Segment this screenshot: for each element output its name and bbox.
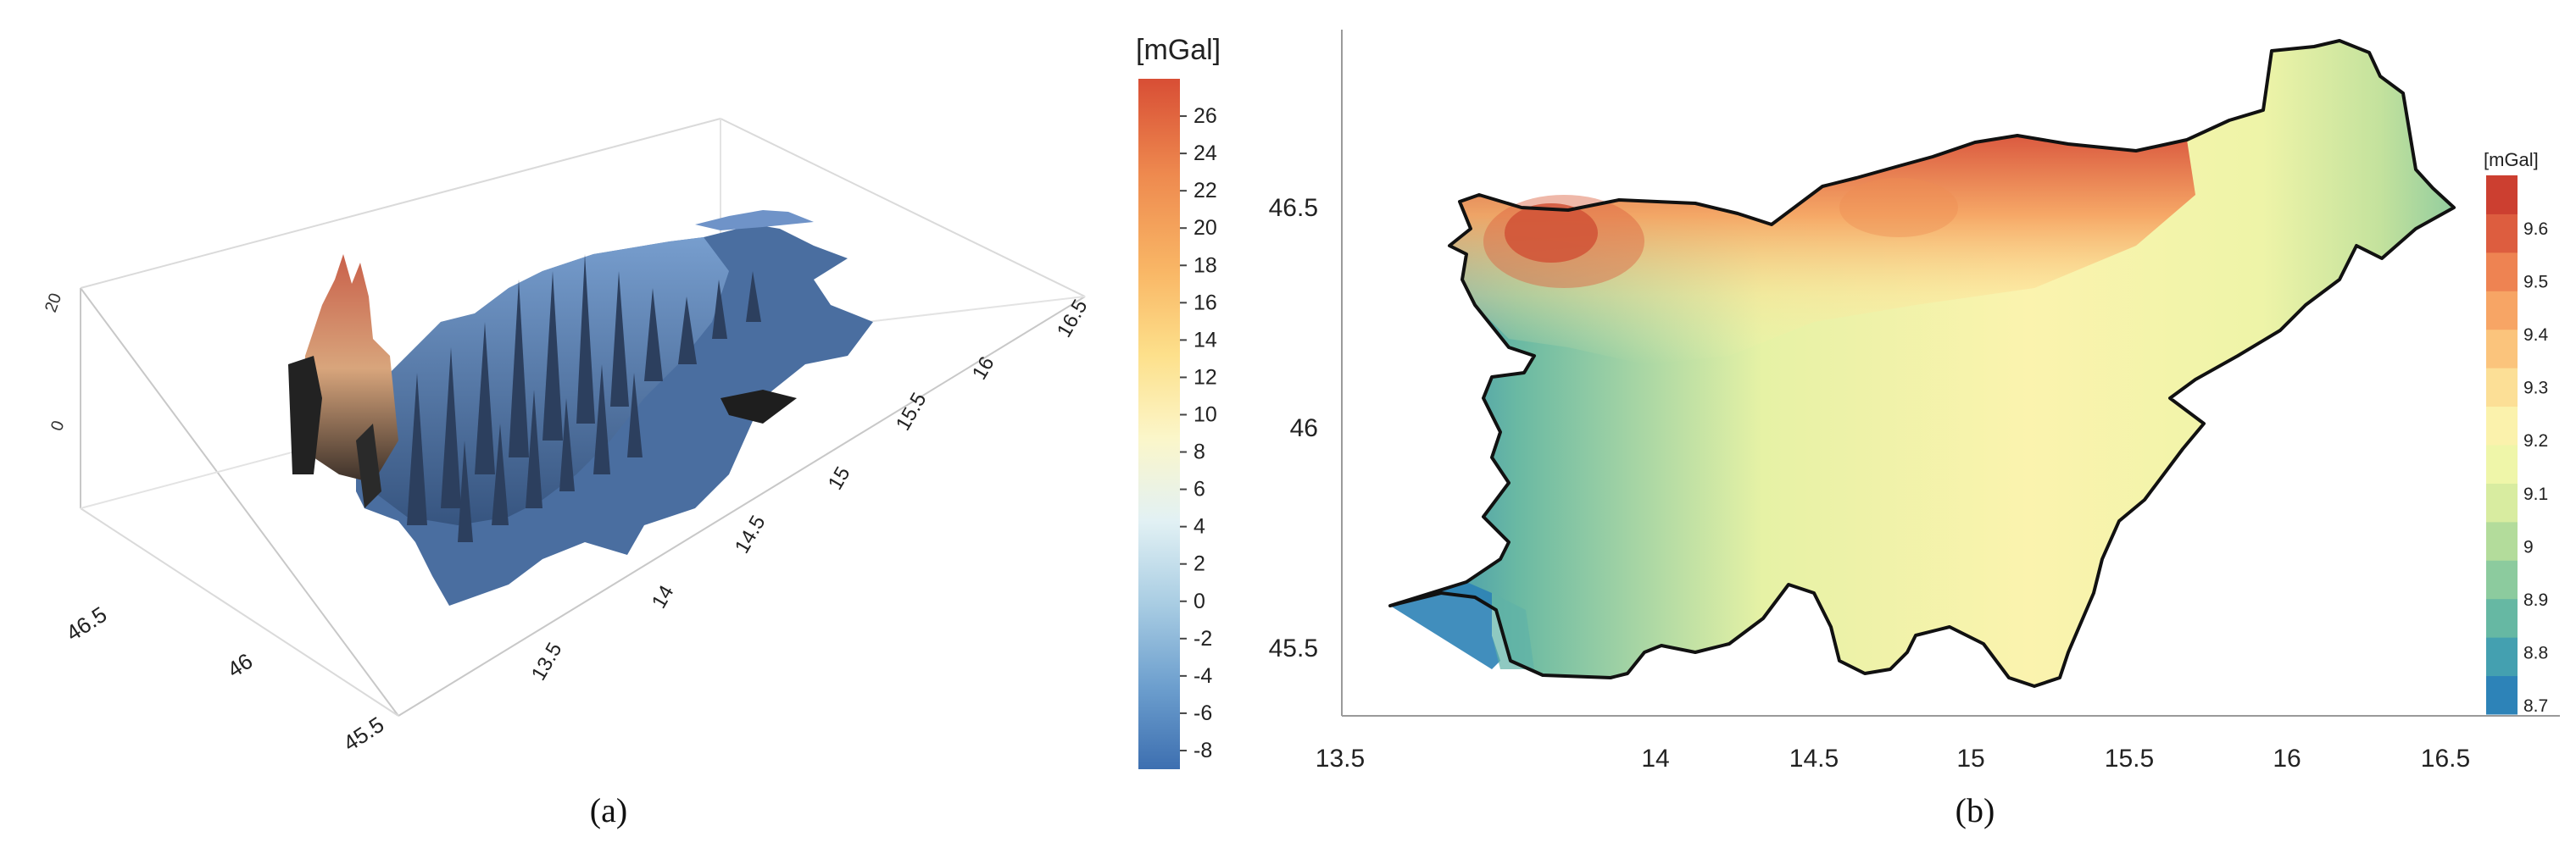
z-tick: 20	[42, 291, 65, 314]
colorbar-swatch	[2486, 368, 2518, 407]
x-tick: 13.5	[527, 639, 567, 684]
colorbar-swatch	[2486, 598, 2518, 638]
y-tick: 46	[1290, 414, 1318, 442]
colorbar-tick-label: 9.4	[2523, 325, 2549, 345]
x-tick: 16.5	[1053, 296, 1093, 341]
colorbar-swatch	[2486, 637, 2518, 677]
colorbar-tick-label: 8.7	[2523, 696, 2548, 716]
panel-a-y-ticks: 46.5 46 45.5	[61, 601, 388, 757]
slovenia-map	[1388, 39, 2456, 688]
colorbar-tick-label: 8.9	[2523, 590, 2548, 610]
colorbar-tick-label: 2	[1193, 552, 1205, 576]
colorbar-swatches	[2486, 175, 2518, 715]
x-tick: 14	[1641, 745, 1669, 773]
colorbar-tick-label: -8	[1193, 739, 1212, 762]
colorbar-unit-label: [mGal]	[1136, 34, 1221, 66]
colorbar-gradient	[1138, 79, 1180, 769]
colorbar-swatch	[2486, 406, 2518, 446]
x-tick: 16.5	[2421, 745, 2470, 773]
colorbar-swatch	[2486, 445, 2518, 484]
colorbar-tick-label: 26	[1193, 104, 1217, 128]
colorbar-tick-label: 4	[1193, 515, 1205, 539]
panel-a-surface	[288, 210, 873, 606]
panel-b-colorbar: [mGal] 9.6 9.5 9.4 9.3 9.2 9.1 9 8.9 8.8 8.7	[2484, 149, 2549, 716]
x-tick: 14.5	[1789, 745, 1839, 773]
panel-a-z-ticks: 20 0	[42, 291, 68, 433]
panel-b: 46.5 46 45.5 13.5 14 14.5 15 15.5 16 16.…	[1269, 30, 2560, 829]
colorbar-swatch	[2486, 329, 2518, 369]
colorbar-tick-label: 16	[1193, 291, 1217, 314]
colorbar-tick-label: 9	[2523, 537, 2534, 557]
x-tick: 14	[648, 581, 679, 612]
colorbar-tick-label: -6	[1193, 701, 1212, 725]
y-tick: 45.5	[338, 712, 388, 757]
colorbar-tick-label: 9.1	[2523, 485, 2548, 504]
colorbar-swatch	[2486, 213, 2518, 253]
colorbar-tick-label: -2	[1193, 627, 1212, 651]
x-tick: 16	[968, 352, 999, 384]
colorbar-tick-label: 10	[1193, 402, 1217, 426]
colorbar-swatch	[2486, 560, 2518, 600]
colorbar-tick-label: 9.6	[2523, 219, 2548, 239]
colorbar-tick-label: 6	[1193, 478, 1205, 502]
panel-b-x-ticks: 13.5 14 14.5 15 15.5 16 16.5	[1316, 745, 2470, 773]
colorbar-unit-label: [mGal]	[2484, 149, 2539, 170]
panel-a: 20 0 46.5 46 45.5 13.5 14 14.5 15 15.5 1…	[42, 34, 1221, 829]
colorbar-tick-label: 14	[1193, 328, 1217, 352]
x-tick: 15	[1956, 745, 1984, 773]
colorbar-swatch	[2486, 175, 2518, 214]
colorbar-swatch	[2486, 521, 2518, 561]
colorbar-tick-label: 9.2	[2523, 431, 2548, 451]
colorbar-tick-label: 0	[1193, 590, 1205, 613]
colorbar-swatch	[2486, 291, 2518, 330]
z-tick: 0	[47, 418, 68, 434]
panel-label-b: (b)	[1956, 791, 1995, 829]
x-tick: 16	[2273, 745, 2301, 773]
colorbar-swatch	[2486, 675, 2518, 715]
colorbar-tick-label: -4	[1193, 664, 1212, 688]
panel-b-axes	[1341, 30, 2560, 717]
colorbar-tick-label: 8	[1193, 441, 1205, 464]
x-tick: 14.5	[731, 512, 771, 557]
panel-b-y-ticks: 46.5 46 45.5	[1269, 194, 1318, 662]
colorbar-ticks: 9.6 9.5 9.4 9.3 9.2 9.1 9 8.9 8.8 8.7	[2523, 219, 2549, 716]
y-tick: 45.5	[1269, 635, 1318, 662]
x-tick: 15	[824, 463, 855, 494]
colorbar-swatch	[2486, 252, 2518, 291]
colorbar-tick-label: 18	[1193, 253, 1217, 277]
colorbar-tick-label: 9.5	[2523, 273, 2548, 292]
y-tick: 46	[223, 648, 258, 683]
colorbar-tick-label: 8.8	[2523, 643, 2548, 662]
panel-label-a: (a)	[590, 791, 627, 829]
colorbar-tick-label: 24	[1193, 141, 1217, 165]
x-tick: 15.5	[2105, 745, 2154, 773]
colorbar-tick-label: 20	[1193, 216, 1217, 240]
colorbar-swatch	[2486, 483, 2518, 523]
colorbar-tick-label: 9.3	[2523, 379, 2548, 398]
colorbar-tick-label: 12	[1193, 365, 1217, 389]
colorbar-tick-label: 22	[1193, 179, 1217, 202]
x-tick: 15.5	[892, 389, 932, 435]
y-tick: 46.5	[61, 601, 111, 646]
x-tick: 13.5	[1316, 745, 1365, 773]
y-tick: 46.5	[1269, 194, 1318, 222]
